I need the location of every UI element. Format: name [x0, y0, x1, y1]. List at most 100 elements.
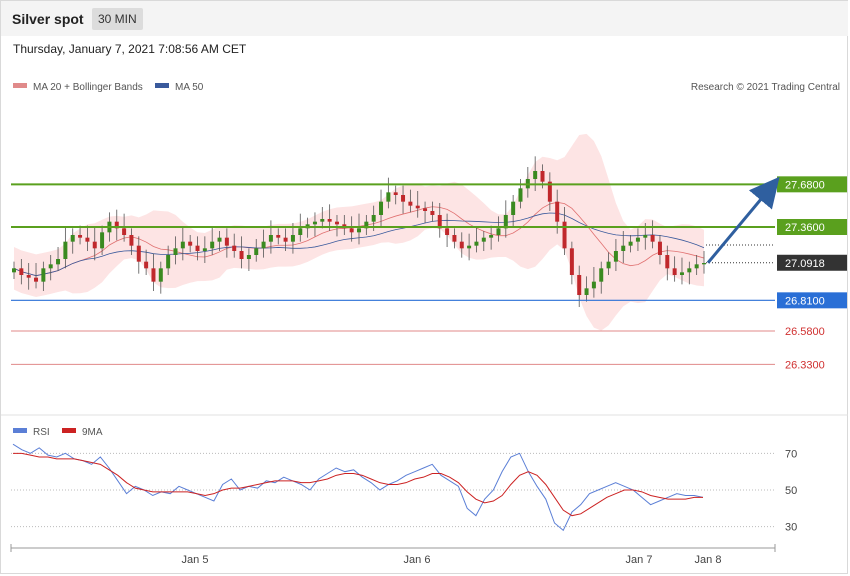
support-3-label: 26.3300: [785, 359, 825, 371]
resistance-1-label-bg: [777, 219, 847, 235]
candle-body: [591, 281, 596, 289]
candle-body: [136, 245, 141, 262]
candle-body: [100, 232, 105, 249]
candle-body: [650, 235, 655, 242]
rsi-tick-30: 30: [785, 522, 797, 534]
ma50-legend-label: MA 50: [175, 82, 204, 93]
support-1-label: 26.8100: [785, 295, 825, 307]
candle-body: [12, 268, 16, 273]
candle-body: [481, 237, 486, 242]
x-tick-jan-5: Jan 5: [182, 554, 209, 566]
candle-body: [290, 235, 295, 242]
current-price-label-bg: [777, 254, 847, 271]
candle-body: [173, 248, 178, 255]
instrument-title: Silver spot: [12, 11, 84, 27]
candle-body: [114, 221, 119, 229]
candle-body: [467, 245, 472, 249]
forecast-arrow: [706, 176, 780, 264]
rsi-ma-line: [13, 452, 703, 517]
candle-body: [459, 241, 464, 249]
rsi-tick-70: 70: [785, 448, 797, 460]
rsi-line: [12, 443, 704, 532]
candle-body: [621, 245, 626, 251]
candle-body: [78, 235, 83, 238]
candle-body: [144, 261, 149, 269]
candle-body: [158, 268, 163, 282]
candle-body: [511, 201, 516, 215]
chart-header: Silver spot 30 MIN: [1, 1, 848, 36]
candle-body: [166, 255, 171, 269]
candle-body: [70, 235, 75, 242]
resistance-2-label: 27.6800: [785, 179, 825, 191]
candle-body: [19, 268, 24, 275]
candle-body: [540, 171, 545, 182]
candle-body: [129, 235, 134, 246]
candle-body: [122, 228, 127, 235]
candle-body: [474, 241, 479, 246]
x-axis-ticks: Jan 5 Jan 6 Jan 7 Jan 8: [182, 554, 722, 566]
candle-body: [437, 215, 442, 229]
candle-body: [393, 192, 398, 195]
candle-body: [496, 228, 501, 235]
candle-body: [547, 181, 552, 202]
candle-body: [408, 201, 413, 206]
candle-body: [210, 241, 215, 249]
resistance-1-label: 27.3600: [785, 222, 825, 234]
candle-body: [430, 211, 435, 215]
rsi-panel: 70 50 30: [11, 443, 797, 534]
candle-body: [56, 259, 61, 265]
candle-body: [672, 268, 677, 275]
candle-body: [320, 219, 325, 222]
ma20-legend-label: MA 20 + Bollinger Bands: [33, 82, 143, 93]
resistance-2-label-bg: [777, 176, 847, 193]
ma50-legend-swatch: [155, 83, 169, 88]
timeframe-badge[interactable]: 30 MIN: [92, 8, 143, 30]
x-tick-jan-8: Jan 8: [695, 554, 722, 566]
candle-body: [533, 171, 538, 179]
candle-body: [261, 241, 266, 249]
candle-body: [687, 268, 692, 273]
candle-body: [92, 241, 97, 249]
candle-body: [246, 255, 251, 259]
candle-body: [635, 237, 640, 242]
candle-body: [63, 241, 68, 259]
credit-label: Research © 2021 Trading Central: [691, 82, 840, 93]
candle-body: [217, 237, 222, 242]
support-1-label-bg: [777, 292, 847, 309]
candle-body: [334, 221, 339, 225]
x-tick-jan-6: Jan 6: [404, 554, 431, 566]
rsi-tick-50: 50: [785, 485, 797, 497]
candle-body: [694, 264, 699, 269]
candle-body: [48, 264, 53, 269]
candle-body: [569, 248, 574, 275]
candle-body: [613, 251, 618, 262]
candle-body: [34, 277, 39, 282]
candle-body: [679, 272, 684, 275]
candle-body: [584, 288, 589, 295]
candle-body: [239, 251, 244, 259]
candle-body: [268, 235, 273, 242]
candle-body: [386, 192, 391, 202]
candlesticks: [12, 156, 706, 307]
current-price-label: 27.0918: [785, 258, 825, 270]
candle-body: [195, 245, 200, 251]
candle-body: [276, 235, 281, 238]
candle-body: [357, 228, 361, 233]
candle-body: [312, 221, 317, 225]
candle-body: [423, 208, 428, 211]
candle-body: [665, 255, 670, 269]
candle-body: [628, 241, 633, 246]
candle-body: [503, 215, 508, 229]
candle-body: [379, 201, 384, 215]
candle-body: [401, 195, 406, 202]
rsi-legend-swatch: [13, 428, 27, 433]
candle-body: [349, 228, 354, 233]
support-2-label: 26.5800: [785, 326, 825, 338]
price-levels: 27.6800 27.3600 27.0918 26.8100 26.5800 26.33…: [11, 176, 847, 371]
candle-body: [518, 188, 523, 202]
candle-body: [555, 201, 560, 222]
candle-body: [283, 237, 288, 242]
rsi-ma-legend-swatch: [62, 428, 76, 433]
candle-body: [26, 275, 31, 278]
